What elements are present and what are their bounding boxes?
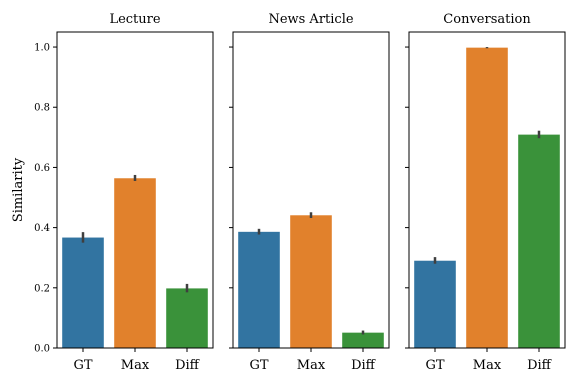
bar-gt [238,231,280,348]
bar-diff [518,134,560,348]
y-tick-label: 0.4 [34,223,50,234]
x-tick-label: GT [73,358,92,372]
y-tick-label: 1.0 [34,43,50,54]
bar-gt [414,260,456,348]
y-tick-label: 0.6 [34,163,50,174]
x-tick-label: GT [425,358,444,372]
x-tick-label: Max [121,358,150,372]
bar-diff [166,288,208,348]
y-tick-label: 0.2 [34,283,50,294]
panels: GT Max Diff 0.0 0.2 0.4 0.6 0.8 1.0 Lecture GT Max D… [34,12,566,372]
x-tick-label: GT [249,358,268,372]
x-tick-label: Diff [351,358,377,372]
x-tick-label: Max [297,358,326,372]
x-tick-label: Diff [527,358,553,372]
panel-title: Conversation [443,12,531,27]
y-axis-label: Similarity [11,157,26,222]
axes-frame [408,31,566,349]
x-tick-label: Max [473,358,502,372]
panel-title: Lecture [109,12,160,27]
axes-frame [232,31,390,349]
bar-gt [62,237,104,348]
panel-0: GT Max Diff 0.0 0.2 0.4 0.6 0.8 1.0 Lecture [34,12,214,372]
bar-max [290,215,332,348]
panel-title: News Article [268,12,353,27]
bar-diff [342,332,384,348]
x-tick-label: Diff [175,358,201,372]
panel-2: GT Max Diff Conversation [405,12,566,372]
bar-max [114,178,156,348]
panel-1: GT Max Diff News Article [229,12,390,372]
axes-frame [56,31,214,349]
y-tick-label: 0.0 [34,344,50,355]
y-tick-label: 0.8 [34,103,50,114]
bar-max [466,47,508,349]
